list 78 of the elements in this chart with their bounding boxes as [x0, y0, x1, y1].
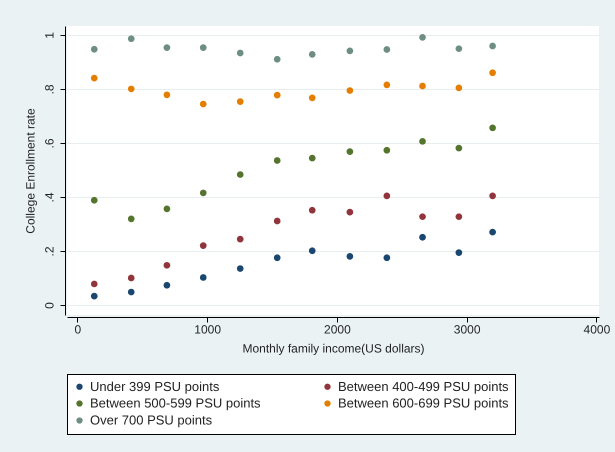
point: [164, 262, 170, 269]
point: [456, 144, 462, 152]
point: [164, 282, 170, 289]
x-tick-label: 0: [74, 322, 82, 336]
point: [383, 82, 390, 88]
point: [200, 190, 207, 196]
x-tick-label: 1000: [194, 322, 222, 336]
point: [346, 253, 354, 260]
point: [419, 138, 426, 145]
point: [456, 249, 462, 256]
point: [308, 94, 316, 102]
point: [308, 206, 316, 214]
point: [383, 192, 390, 200]
legend-label: Over 700 PSU points: [90, 412, 213, 428]
point: [200, 44, 207, 51]
point: [164, 44, 170, 51]
point: [308, 51, 316, 58]
y-axis-title: College Enrollment rate: [24, 108, 38, 234]
y-tick-label: .6: [42, 138, 56, 148]
point: [274, 92, 281, 98]
point: [90, 196, 98, 204]
point: [383, 146, 390, 154]
point: [308, 247, 316, 254]
point: [236, 236, 244, 242]
point: [164, 92, 170, 98]
point: [489, 124, 496, 132]
point: [274, 157, 281, 164]
point: [90, 46, 98, 53]
legend-label: Under 399 PSU points: [90, 378, 220, 394]
y-tick-label: 0: [42, 302, 56, 309]
legend-label: Between 600-699 PSU points: [338, 396, 510, 410]
point: [383, 254, 390, 262]
point: [90, 280, 98, 288]
point: [236, 265, 244, 272]
y-tick-label: .4: [42, 192, 56, 202]
y-tick-label: .2: [42, 246, 56, 256]
x-tick-label: 3000: [454, 322, 481, 336]
point: [383, 46, 390, 53]
point: [419, 82, 426, 90]
point: [128, 288, 135, 296]
point: [489, 69, 496, 76]
y-tick-label: 1: [42, 32, 56, 39]
point: [274, 218, 281, 224]
point: [274, 56, 281, 63]
point: [128, 216, 135, 222]
legend-label: Between 400-499 PSU points: [338, 378, 510, 394]
point: [236, 171, 244, 178]
point: [456, 45, 462, 52]
point: [346, 148, 354, 155]
point: [308, 154, 316, 162]
point: [489, 192, 496, 200]
point: [200, 274, 207, 281]
point: [346, 208, 354, 216]
point: [200, 242, 207, 249]
x-tick-label: 4000: [584, 322, 611, 336]
point: [456, 84, 462, 92]
point: [346, 87, 354, 94]
point: [164, 206, 170, 212]
point: [274, 254, 281, 262]
point: [456, 213, 462, 220]
point: [236, 50, 244, 56]
point: [128, 35, 135, 42]
point: [489, 228, 496, 236]
legend-label: Between 500-599 PSU points: [90, 396, 262, 410]
point: [419, 234, 426, 241]
point: [419, 213, 426, 220]
point: [346, 48, 354, 54]
point: [90, 74, 98, 82]
x-axis-title: Monthly family income(US dollars): [242, 342, 425, 356]
y-tick-label: .8: [42, 84, 56, 94]
x-tick-label: 2000: [324, 322, 352, 336]
point: [236, 98, 244, 105]
point: [128, 86, 135, 92]
point: [90, 292, 98, 300]
point: [419, 34, 426, 41]
point: [128, 274, 135, 282]
point: [200, 100, 207, 108]
point: [489, 42, 496, 50]
